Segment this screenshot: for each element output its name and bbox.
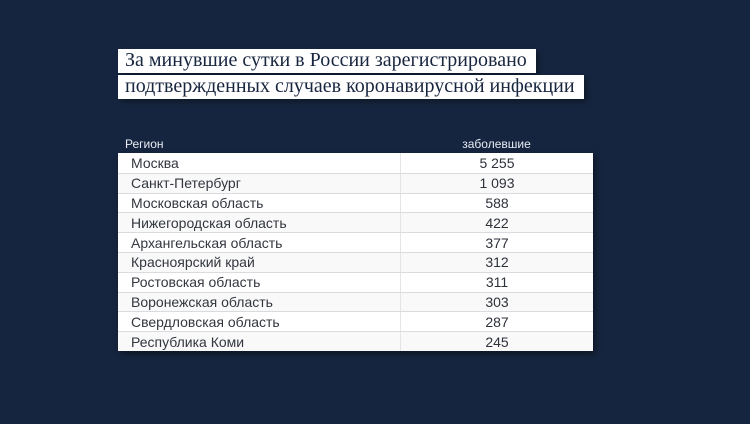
region-cell: Москва: [131, 154, 179, 171]
region-cell: Свердловская область: [131, 313, 280, 330]
region-cell: Санкт-Петербург: [131, 175, 241, 192]
cases-value-cell: 377: [400, 233, 593, 252]
cases-value-cell: 311: [400, 272, 593, 292]
region-cell: Ростовская область: [131, 274, 261, 291]
cases-value-cell: 287: [400, 312, 593, 332]
title-line-2: подтвержденных случаев коронавирусной ин…: [118, 75, 584, 99]
table-row: Свердловская область 287: [118, 311, 593, 332]
column-header-cases: заболевшие: [462, 137, 531, 151]
table-row: Красноярский край 312: [118, 251, 593, 272]
cases-value-cell: 588: [400, 193, 593, 213]
region-cell: Московская область: [131, 194, 264, 211]
table-row: Воронежская область 303: [118, 291, 593, 312]
region-cell: Нижегородская область: [131, 214, 287, 231]
region-cell: Воронежская область: [131, 293, 273, 310]
table-row: Нижегородская область 422: [118, 212, 593, 233]
region-cell: Красноярский край: [131, 254, 255, 271]
table-row: Московская область 588: [118, 192, 593, 213]
region-cell: Архангельская область: [131, 234, 283, 251]
table-row: Санкт-Петербург 1 093: [118, 172, 593, 193]
table-row: Москва 5 255: [118, 153, 593, 173]
cases-value-cell: 1 093: [400, 173, 593, 193]
cases-table: Москва 5 255 Санкт-Петербург 1 093 Московска…: [118, 153, 593, 351]
table-column-headers: Регион заболевшие: [118, 137, 593, 152]
cases-value-cell: 303: [400, 292, 593, 312]
cases-value-cell: 422: [400, 213, 593, 233]
infographic-title: За минувшие сутки в России зарегистриров…: [118, 49, 584, 101]
region-cell: Республика Коми: [131, 333, 245, 350]
column-header-region: Регион: [125, 137, 164, 151]
cases-value-cell: 245: [400, 332, 593, 351]
title-line-1: За минувшие сутки в России зарегистриров…: [118, 49, 536, 73]
table-row: Республика Коми 245: [118, 331, 593, 351]
cases-value-cell: 312: [400, 252, 593, 272]
table-row: Архангельская область 377: [118, 232, 593, 252]
table-row: Ростовская область 311: [118, 271, 593, 292]
cases-value-cell: 5 255: [400, 153, 593, 173]
